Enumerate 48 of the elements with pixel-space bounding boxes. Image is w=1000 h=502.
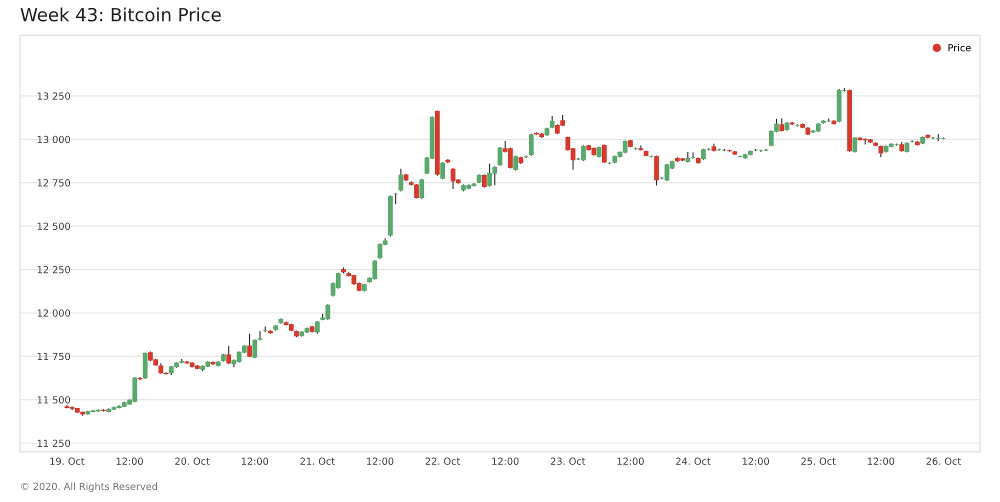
candlestick [226,346,232,365]
candlestick [550,115,555,129]
y-tick-label: 12 000 [38,309,70,317]
candlestick [779,118,784,132]
x-tick-label: 12:00 [492,458,519,465]
candlestick [596,146,602,158]
y-tick-label: 11 500 [38,396,70,404]
x-tick-label: 25. Oct [801,458,836,465]
candlestick [654,155,659,186]
candlestick [158,362,164,374]
candlestick [852,136,858,154]
candlestick [602,144,607,164]
x-tick-label: 21. Oct [300,458,335,465]
candlestick [528,133,534,156]
x-tick-label: 12:00 [742,458,770,465]
y-tick-label: 12 500 [38,222,70,230]
legend-label: Price [948,44,971,52]
y-tick-label: 12 750 [38,179,70,187]
y-tick-label: 13 000 [38,136,70,144]
candlestick [482,174,487,188]
y-tick-label: 12 250 [38,266,70,274]
x-tick-label: 20. Oct [175,458,210,465]
candlestick [440,162,445,180]
x-tick-label: 19. Oct [50,458,84,465]
candlestick [419,178,424,200]
y-tick-label: 13 250 [38,92,70,100]
x-tick-label: 12:00 [116,458,143,465]
candlestick [685,151,690,164]
x-tick-label: 12:00 [617,458,644,465]
x-tick-label: 12:00 [242,458,268,465]
candlestick [315,320,320,334]
x-tick-label: 26. Oct [926,458,961,465]
candlestick [252,338,258,359]
x-tick-label: 22. Oct [426,458,460,465]
x-tick-label: 24. Oct [676,458,710,465]
candlestick [398,168,404,192]
chart-title: Week 43: Bitcoin Price [20,8,221,22]
x-tick-label: 23. Oct [550,458,586,465]
y-tick-label: 11 750 [38,352,70,360]
candlestick [247,333,252,358]
candlestick [899,142,904,152]
candlestick [513,155,518,172]
candlestick [498,146,502,166]
x-tick-label: 12:00 [868,458,894,465]
candlestick [878,145,884,158]
y-tick-label: 11 250 [38,440,70,447]
x-tick-label: 12:00 [367,458,394,465]
text: © 2020. All Rights Reserved [21,482,157,492]
